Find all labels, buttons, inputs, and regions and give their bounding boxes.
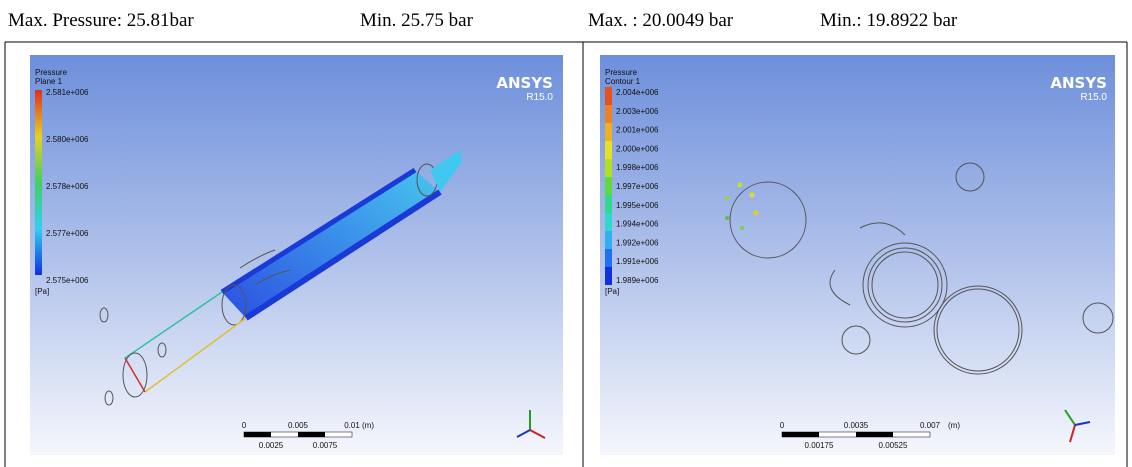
legend-subtitle: Contour 1 bbox=[605, 77, 641, 86]
legend-swatch bbox=[605, 249, 612, 267]
legend-label: 2.580e+006 bbox=[46, 135, 89, 144]
legend-swatch bbox=[605, 123, 612, 141]
legend-colorbar bbox=[35, 90, 42, 275]
legend-label: 2.578e+006 bbox=[46, 182, 89, 191]
legend-label: 1.995e+006 bbox=[616, 201, 659, 210]
scale-unit: (m) bbox=[362, 421, 374, 430]
caption: Min.: 19.8922 bar bbox=[820, 10, 958, 31]
version: R15.0 bbox=[526, 92, 553, 103]
legend-label: 1.998e+006 bbox=[616, 163, 659, 172]
scale-label: 0.007 bbox=[920, 421, 941, 430]
legend-label: 2.004e+006 bbox=[616, 88, 659, 97]
legend-title: Pressure bbox=[605, 68, 638, 77]
scale-label: 0.01 bbox=[344, 421, 360, 430]
caption: Max. : 20.0049 bar bbox=[588, 10, 734, 31]
legend-label: 1.997e+006 bbox=[616, 182, 659, 191]
legend-label: 1.994e+006 bbox=[616, 220, 659, 229]
texts: Max. Pressure: 25.81bar Min. 25.75 bar M… bbox=[8, 10, 958, 31]
scale-label: 0 bbox=[780, 421, 785, 430]
legend-label: 2.000e+006 bbox=[616, 144, 659, 153]
legend-label: 2.581e+006 bbox=[46, 88, 89, 97]
scale-label: 0.0035 bbox=[844, 421, 869, 430]
scale-label: 0 bbox=[242, 421, 247, 430]
scale-unit: (m) bbox=[948, 421, 960, 430]
panel-image bbox=[600, 55, 1115, 455]
legend-label: 1.989e+006 bbox=[616, 276, 659, 285]
legend-unit: [Pa] bbox=[35, 287, 49, 296]
version: R15.0 bbox=[1080, 92, 1107, 103]
legend-swatch bbox=[605, 141, 612, 159]
legend-swatch bbox=[605, 87, 612, 105]
legend-label: 1.991e+006 bbox=[616, 257, 659, 266]
scale-label: 0.0075 bbox=[313, 441, 338, 450]
legend-swatch bbox=[605, 159, 612, 177]
legend-label: 2.577e+006 bbox=[46, 229, 89, 238]
legend-swatch bbox=[605, 267, 612, 285]
brand: ANSYS bbox=[496, 74, 553, 92]
legend-colorbar bbox=[605, 87, 612, 285]
legend-subtitle: Plane 1 bbox=[35, 77, 63, 86]
legend-unit: [Pa] bbox=[605, 287, 619, 296]
legend-swatch bbox=[605, 105, 612, 123]
legend-swatch bbox=[605, 231, 612, 249]
caption: Max. Pressure: 25.81bar bbox=[8, 10, 194, 31]
legend-swatch bbox=[605, 195, 612, 213]
scale-label: 0.00525 bbox=[879, 441, 908, 450]
scale-bar bbox=[244, 432, 930, 437]
legend-label: 2.003e+006 bbox=[616, 107, 659, 116]
legend-swatch bbox=[605, 177, 612, 195]
brand: ANSYS bbox=[1050, 74, 1107, 92]
legend-label: 1.992e+006 bbox=[616, 238, 659, 247]
scale-label: 0.0025 bbox=[259, 441, 284, 450]
legend-label: 2.575e+006 bbox=[46, 276, 89, 285]
scale-label: 0.00175 bbox=[805, 441, 834, 450]
legend-swatch bbox=[605, 213, 612, 231]
caption: Min. 25.75 bar bbox=[360, 10, 474, 31]
legend-label: 2.001e+006 bbox=[616, 126, 659, 135]
legend-title: Pressure bbox=[35, 68, 68, 77]
page: Max. Pressure: 25.81bar Min. 25.75 bar M… bbox=[0, 0, 1132, 467]
scale-label: 0.005 bbox=[288, 421, 309, 430]
